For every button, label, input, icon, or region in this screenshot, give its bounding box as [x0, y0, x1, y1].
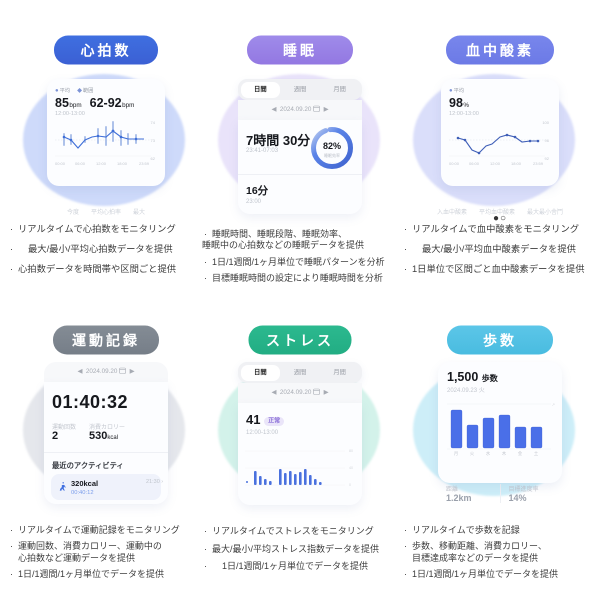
svg-text:18:00: 18:00 — [117, 161, 128, 166]
svg-text:82%: 82% — [323, 141, 341, 151]
svg-text:12:00: 12:00 — [490, 161, 501, 166]
svg-text:100: 100 — [542, 120, 549, 125]
svg-text:06:00: 06:00 — [469, 161, 480, 166]
svg-text:金: 金 — [518, 450, 523, 456]
svg-text:水: 水 — [486, 450, 491, 456]
svg-text:木: 木 — [502, 450, 507, 457]
svg-text:00:00: 00:00 — [449, 161, 460, 166]
svg-text:00:00: 00:00 — [55, 161, 66, 166]
svg-text:06:00: 06:00 — [75, 161, 86, 166]
svg-text:62: 62 — [151, 156, 156, 161]
svg-text:↗: ↗ — [552, 402, 555, 407]
svg-text:火: 火 — [470, 451, 475, 456]
svg-text:80: 80 — [349, 449, 353, 453]
svg-text:12:00: 12:00 — [96, 161, 107, 166]
svg-text:74: 74 — [151, 120, 156, 125]
svg-text:18:00: 18:00 — [511, 161, 522, 166]
svg-text:73: 73 — [151, 138, 156, 143]
svg-text:月: 月 — [454, 451, 458, 457]
svg-text:23:59: 23:59 — [139, 161, 150, 166]
svg-text:睡眠効率: 睡眠効率 — [324, 152, 340, 158]
svg-text:0: 0 — [349, 483, 351, 487]
svg-text:23:59: 23:59 — [533, 161, 544, 166]
svg-text:92: 92 — [545, 156, 550, 161]
svg-text:土: 土 — [534, 450, 539, 456]
svg-text:96: 96 — [545, 138, 550, 143]
svg-text:40: 40 — [349, 466, 353, 470]
